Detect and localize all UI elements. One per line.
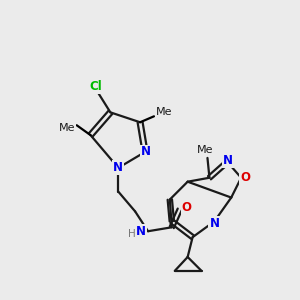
- Text: Cl: Cl: [89, 80, 102, 93]
- Text: Me: Me: [197, 145, 214, 155]
- Text: H: H: [128, 229, 136, 239]
- Text: N: N: [223, 154, 233, 167]
- Text: Me: Me: [58, 123, 75, 133]
- Text: N: N: [141, 146, 151, 158]
- Text: O: O: [182, 201, 192, 214]
- Text: N: N: [136, 225, 146, 238]
- Text: O: O: [240, 171, 250, 184]
- Text: Me: Me: [156, 107, 172, 117]
- Text: N: N: [209, 217, 219, 230]
- Text: N: N: [113, 161, 123, 174]
